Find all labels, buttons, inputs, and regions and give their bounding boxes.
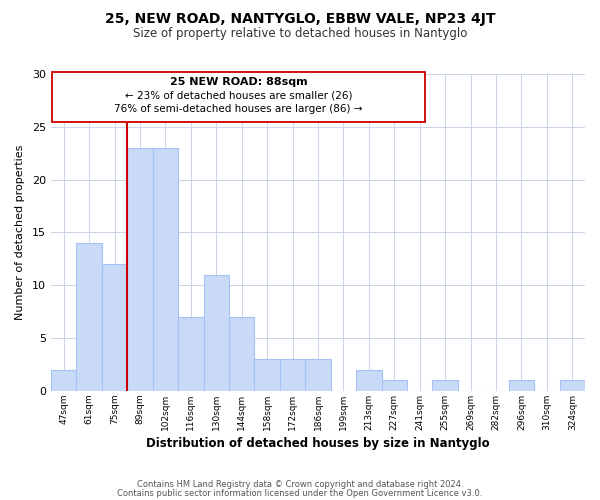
Bar: [203, 274, 229, 391]
Bar: [433, 380, 458, 391]
Bar: [127, 148, 152, 391]
Y-axis label: Number of detached properties: Number of detached properties: [15, 145, 25, 320]
Bar: [356, 370, 382, 391]
Bar: [254, 359, 280, 391]
Bar: [229, 317, 254, 391]
Text: 76% of semi-detached houses are larger (86) →: 76% of semi-detached houses are larger (…: [114, 104, 363, 114]
Bar: [51, 370, 76, 391]
FancyBboxPatch shape: [52, 72, 425, 122]
Bar: [152, 148, 178, 391]
Bar: [178, 317, 203, 391]
Bar: [382, 380, 407, 391]
Text: ← 23% of detached houses are smaller (26): ← 23% of detached houses are smaller (26…: [125, 90, 352, 100]
Bar: [305, 359, 331, 391]
X-axis label: Distribution of detached houses by size in Nantyglo: Distribution of detached houses by size …: [146, 437, 490, 450]
Text: 25, NEW ROAD, NANTYGLO, EBBW VALE, NP23 4JT: 25, NEW ROAD, NANTYGLO, EBBW VALE, NP23 …: [105, 12, 495, 26]
Bar: [76, 243, 102, 391]
Bar: [280, 359, 305, 391]
Bar: [509, 380, 534, 391]
Text: Size of property relative to detached houses in Nantyglo: Size of property relative to detached ho…: [133, 28, 467, 40]
Text: Contains public sector information licensed under the Open Government Licence v3: Contains public sector information licen…: [118, 489, 482, 498]
Bar: [560, 380, 585, 391]
Text: Contains HM Land Registry data © Crown copyright and database right 2024.: Contains HM Land Registry data © Crown c…: [137, 480, 463, 489]
Text: 25 NEW ROAD: 88sqm: 25 NEW ROAD: 88sqm: [170, 78, 307, 88]
Bar: [102, 264, 127, 391]
